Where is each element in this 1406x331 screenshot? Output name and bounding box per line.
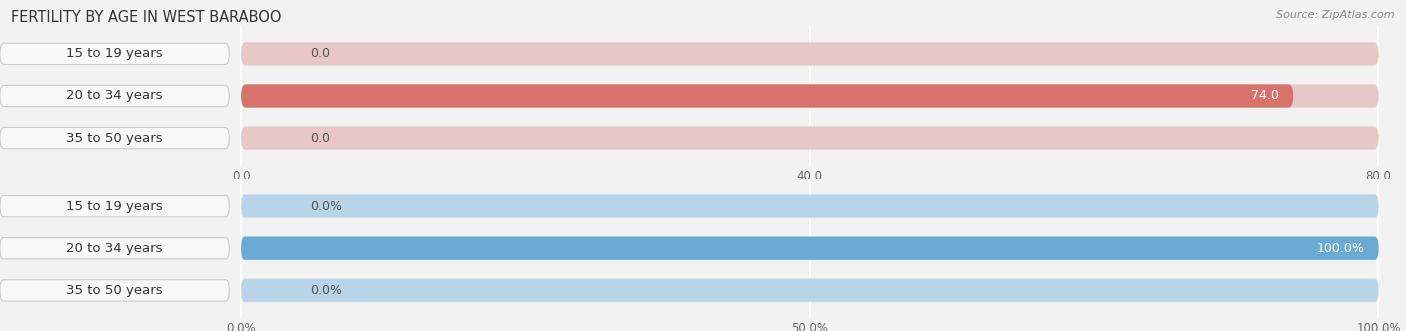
FancyBboxPatch shape: [242, 84, 1294, 108]
FancyBboxPatch shape: [0, 85, 229, 107]
Text: 100.0%: 100.0%: [1317, 242, 1365, 255]
FancyBboxPatch shape: [0, 43, 229, 65]
Text: 0.0%: 0.0%: [311, 284, 342, 297]
Text: 20 to 34 years: 20 to 34 years: [66, 242, 163, 255]
Text: FERTILITY BY AGE IN WEST BARABOO: FERTILITY BY AGE IN WEST BARABOO: [11, 10, 281, 25]
FancyBboxPatch shape: [0, 280, 229, 301]
Text: 20 to 34 years: 20 to 34 years: [66, 89, 163, 103]
Text: 0.0%: 0.0%: [311, 200, 342, 213]
Text: 0.0: 0.0: [311, 47, 330, 60]
FancyBboxPatch shape: [242, 237, 1378, 260]
FancyBboxPatch shape: [242, 195, 1378, 218]
FancyBboxPatch shape: [242, 42, 1378, 66]
FancyBboxPatch shape: [0, 196, 229, 217]
Text: 0.0: 0.0: [311, 132, 330, 145]
FancyBboxPatch shape: [242, 237, 1378, 260]
Text: 35 to 50 years: 35 to 50 years: [66, 284, 163, 297]
Text: 15 to 19 years: 15 to 19 years: [66, 47, 163, 60]
FancyBboxPatch shape: [242, 126, 1378, 150]
FancyBboxPatch shape: [0, 127, 229, 149]
FancyBboxPatch shape: [0, 238, 229, 259]
Text: 35 to 50 years: 35 to 50 years: [66, 132, 163, 145]
FancyBboxPatch shape: [242, 279, 1378, 302]
Text: 74.0: 74.0: [1251, 89, 1279, 103]
Text: Source: ZipAtlas.com: Source: ZipAtlas.com: [1277, 10, 1395, 20]
FancyBboxPatch shape: [242, 84, 1378, 108]
Text: 15 to 19 years: 15 to 19 years: [66, 200, 163, 213]
